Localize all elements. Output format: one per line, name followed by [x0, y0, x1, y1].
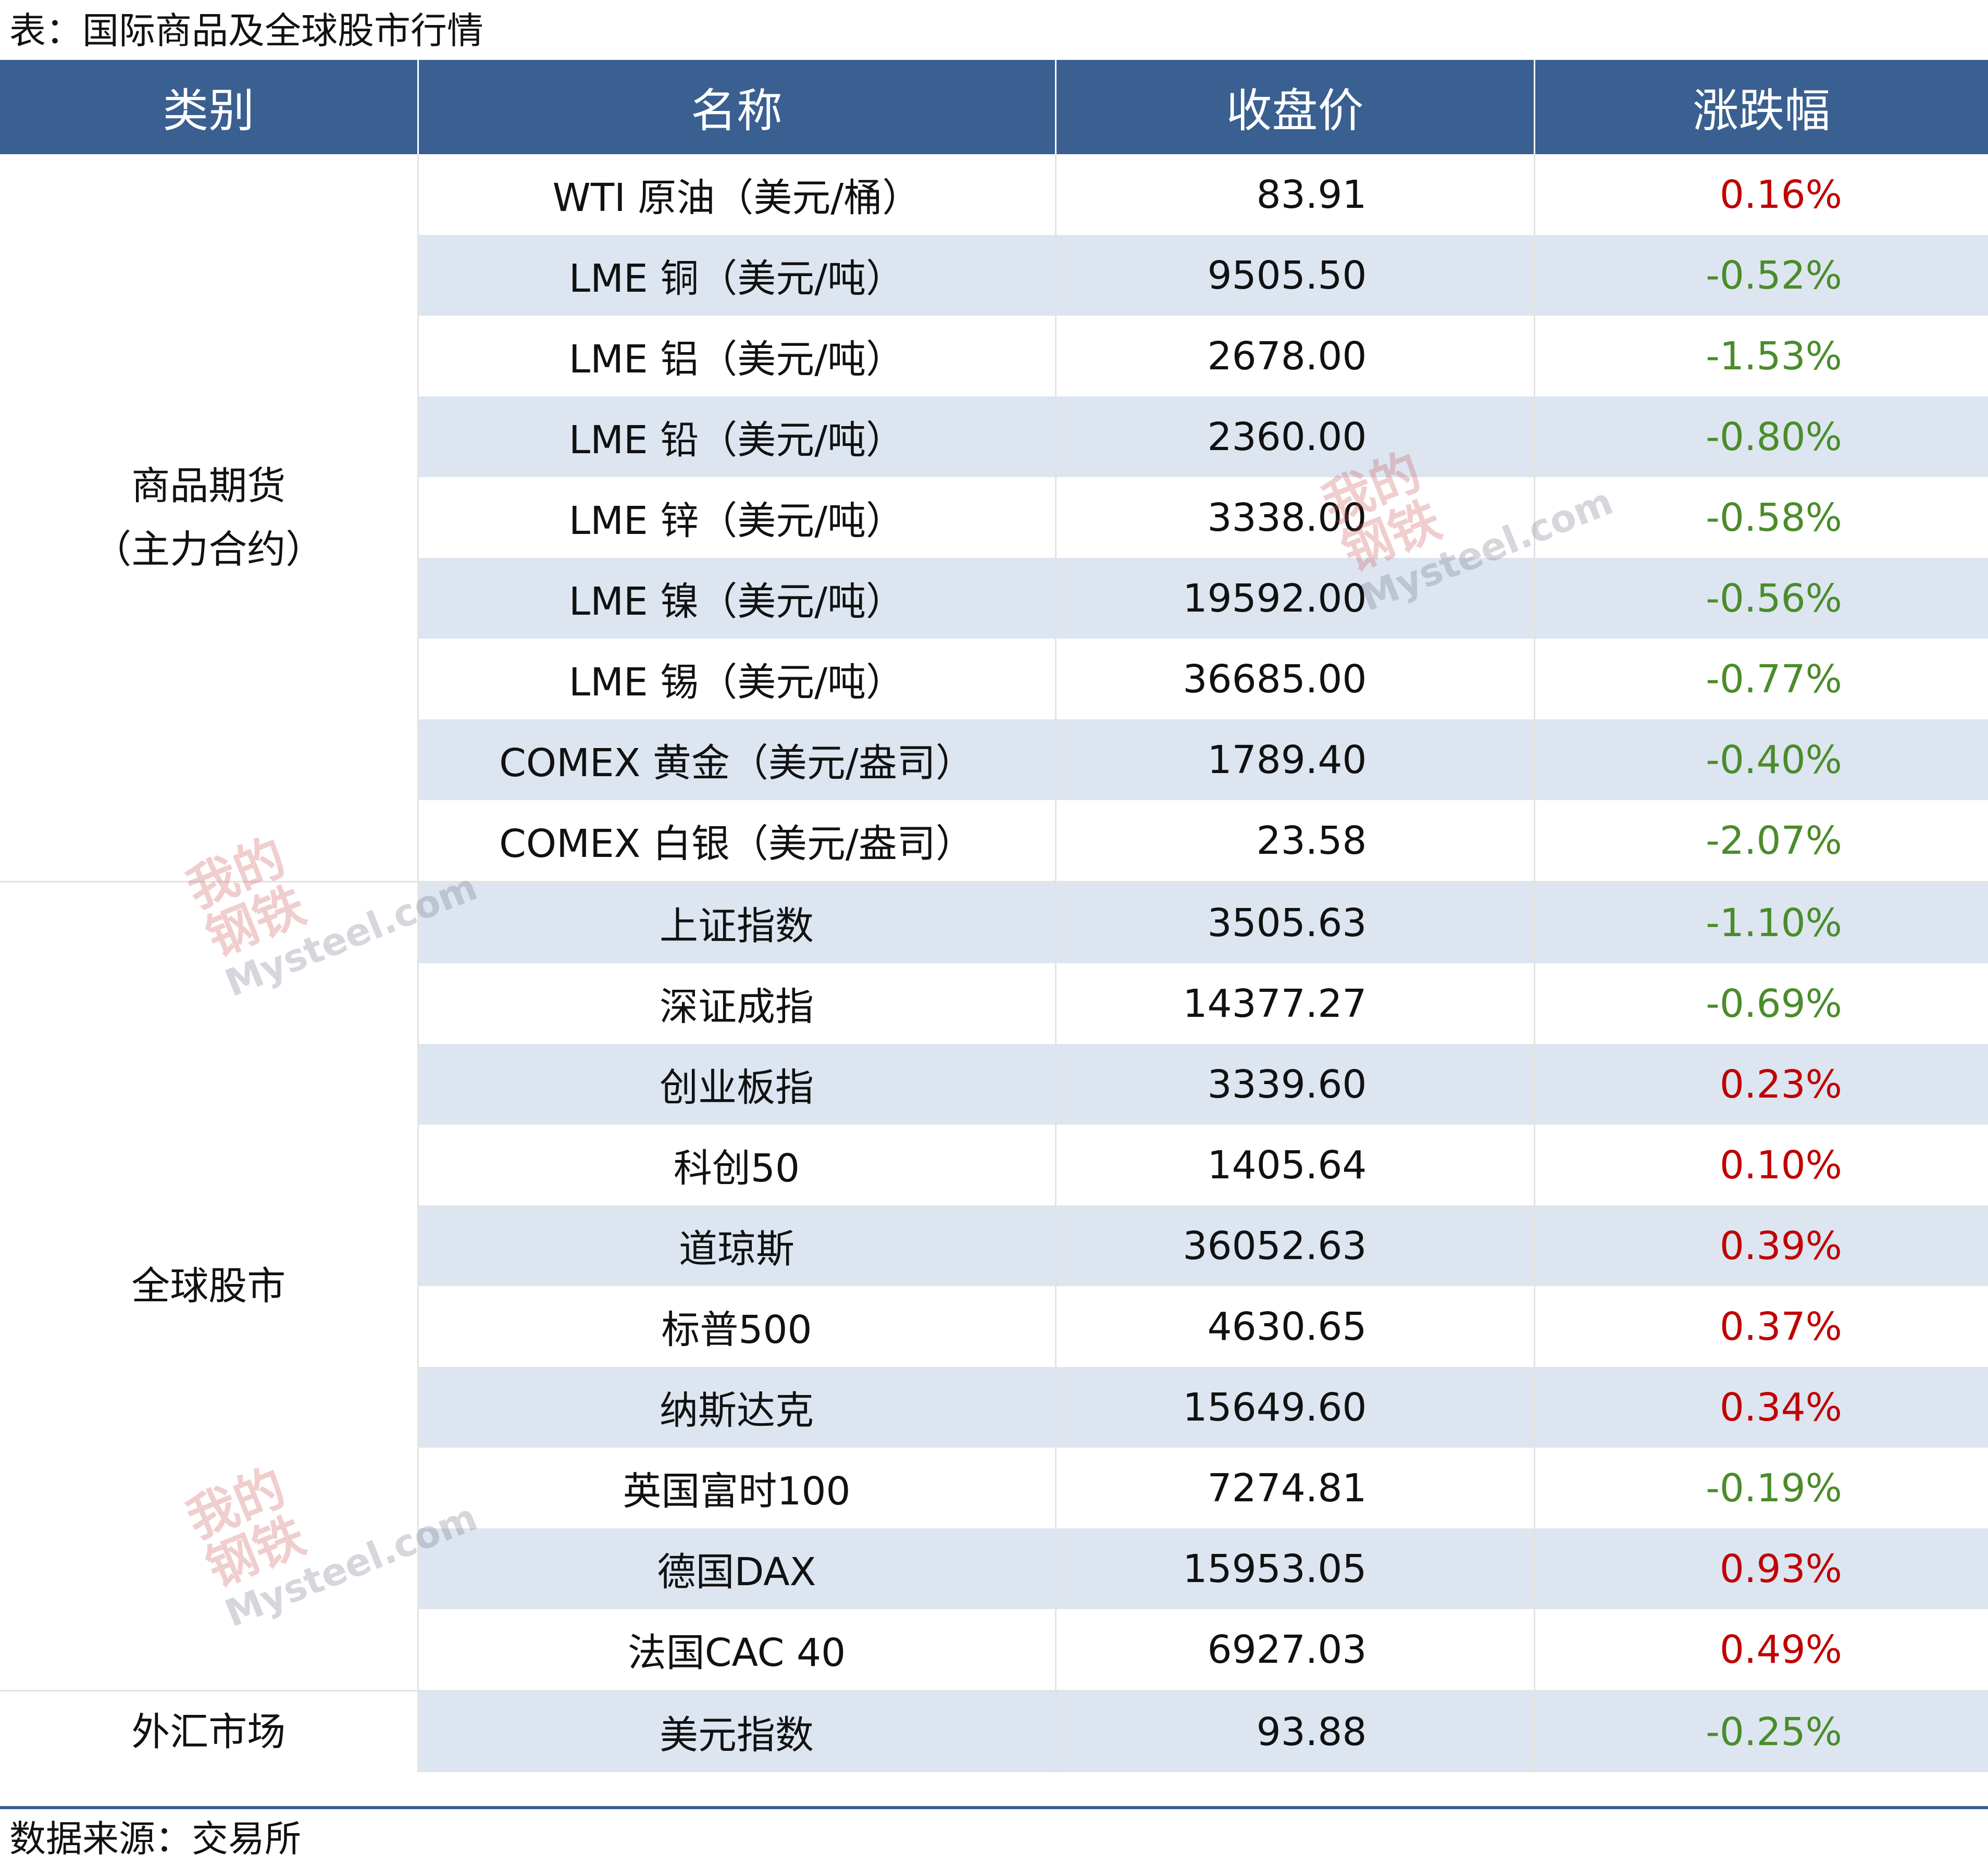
- close-price: 19592.00: [1055, 558, 1535, 639]
- change-percent: -0.80%: [1534, 396, 1988, 477]
- table-row: 英国富时100 7274.81 -0.19%: [0, 1448, 1988, 1528]
- close-price: 36685.00: [1055, 639, 1535, 719]
- table-row: 道琼斯 36052.63 0.39%: [0, 1205, 1988, 1286]
- instrument-name: 深证成指: [418, 963, 1057, 1044]
- header-name: 名称: [418, 60, 1057, 154]
- table-row: 外汇市场 美元指数 93.88 -0.25%: [0, 1690, 1988, 1772]
- change-percent: 0.16%: [1719, 172, 1842, 217]
- table-row: 德国DAX 15953.05 0.93%: [0, 1528, 1988, 1609]
- table-row: LME 锌（美元/吨） 3338.00 -0.58%: [0, 477, 1988, 558]
- instrument-name: 美元指数: [418, 1690, 1057, 1772]
- instrument-name: LME 铝（美元/吨）: [418, 316, 1057, 396]
- table-row: 纳斯达克 15649.60 0.34%: [0, 1367, 1988, 1448]
- table-row: 创业板指 3339.60 0.23%: [0, 1044, 1988, 1125]
- close-price: 23.58: [1055, 800, 1535, 882]
- instrument-name: LME 锌（美元/吨）: [418, 477, 1057, 558]
- instrument-name: 德国DAX: [418, 1528, 1057, 1609]
- change-percent: -2.07%: [1706, 818, 1842, 863]
- close-price: 15953.05: [1055, 1528, 1535, 1609]
- close-price: 1405.64: [1055, 1125, 1535, 1205]
- table-row: COMEX 白银（美元/盎司） 23.58 -2.07%: [0, 800, 1988, 882]
- instrument-name: WTI 原油（美元/桶）: [418, 154, 1057, 235]
- change-percent: 0.37%: [1719, 1304, 1842, 1349]
- instrument-name: 上证指数: [418, 881, 1057, 963]
- table-header-row: 类别 名称 收盘价 涨跌幅: [0, 60, 1988, 154]
- change-percent: 0.93%: [1534, 1528, 1988, 1609]
- close-price: 9505.50: [1055, 235, 1535, 316]
- change-percent: -0.40%: [1534, 719, 1988, 800]
- table-row: LME 铝（美元/吨） 2678.00 -1.53%: [0, 316, 1988, 396]
- instrument-name: LME 锡（美元/吨）: [418, 639, 1057, 719]
- source-note: 数据来源：交易所: [9, 1818, 301, 1860]
- close-price: 2360.00: [1055, 396, 1535, 477]
- instrument-name: 英国富时100: [418, 1448, 1057, 1528]
- change-percent: -0.58%: [1706, 495, 1842, 540]
- change-percent: -1.53%: [1706, 333, 1842, 379]
- instrument-name: 法国CAC 40: [418, 1609, 1057, 1691]
- header-category: 类别: [0, 60, 419, 154]
- header-change: 涨跌幅: [1534, 60, 1988, 154]
- change-percent: 0.10%: [1719, 1142, 1842, 1188]
- change-percent: -0.52%: [1534, 235, 1988, 316]
- change-percent: 0.39%: [1534, 1205, 1988, 1286]
- category-label: 商品期货: [131, 463, 286, 508]
- change-percent: -0.56%: [1534, 558, 1988, 639]
- category-sublabel: （主力合约）: [93, 527, 325, 572]
- table-row: LME 锡（美元/吨） 36685.00 -0.77%: [0, 639, 1988, 719]
- close-price: 83.91: [1055, 154, 1535, 235]
- change-percent: 0.23%: [1534, 1044, 1988, 1125]
- instrument-name: LME 铜（美元/吨）: [418, 235, 1057, 316]
- close-price: 4630.65: [1055, 1286, 1535, 1367]
- table-row: COMEX 黄金（美元/盎司） 1789.40 -0.40%: [0, 719, 1988, 800]
- table-row: 深证成指 14377.27 -0.69%: [0, 963, 1988, 1044]
- close-price: 2678.00: [1055, 316, 1535, 396]
- change-percent: -1.10%: [1534, 881, 1988, 963]
- table-title: 表：国际商品及全球股市行情: [9, 9, 483, 52]
- category-cell: 商品期货 （主力合约）: [0, 154, 419, 882]
- instrument-name: COMEX 黄金（美元/盎司）: [418, 719, 1057, 800]
- table-body: 商品期货 （主力合约） WTI 原油（美元/桶） 83.91 0.16% LME 铜（美元…: [0, 154, 1988, 1772]
- table-row: 商品期货 （主力合约） WTI 原油（美元/桶） 83.91 0.16%: [0, 154, 1988, 882]
- table-row: LME 铜（美元/吨） 9505.50 -0.52%: [0, 235, 1988, 316]
- table-row: 科创50 1405.64 0.10%: [0, 1125, 1988, 1205]
- instrument-name: 创业板指: [418, 1044, 1057, 1125]
- market-table: 类别 名称 收盘价 涨跌幅 商品期货 （主力合约） WTI 原油（美元/桶） 83.9…: [0, 60, 1988, 1772]
- close-price: 3505.63: [1055, 881, 1535, 963]
- instrument-name: 科创50: [418, 1125, 1057, 1205]
- close-price: 14377.27: [1055, 963, 1535, 1044]
- change-percent: -0.77%: [1706, 656, 1842, 702]
- close-price: 93.88: [1055, 1690, 1535, 1772]
- instrument-name: 标普500: [418, 1286, 1057, 1367]
- table-row: 法国CAC 40 6927.03 0.49%: [0, 1609, 1988, 1691]
- close-price: 6927.03: [1055, 1609, 1535, 1691]
- category-cell: 全球股市: [0, 881, 419, 1691]
- category-label: 全球股市: [131, 1264, 286, 1309]
- close-price: 15649.60: [1055, 1367, 1535, 1448]
- table-row: LME 铅（美元/吨） 2360.00 -0.80%: [0, 396, 1988, 477]
- bottom-rule: [0, 1806, 1988, 1809]
- close-price: 3338.00: [1055, 477, 1535, 558]
- change-percent: -0.25%: [1534, 1690, 1988, 1772]
- close-price: 3339.60: [1055, 1044, 1535, 1125]
- instrument-name: LME 镍（美元/吨）: [418, 558, 1057, 639]
- close-price: 1789.40: [1055, 719, 1535, 800]
- close-price: 36052.63: [1055, 1205, 1535, 1286]
- table-row: 标普500 4630.65 0.37%: [0, 1286, 1988, 1367]
- change-percent: 0.49%: [1719, 1627, 1842, 1672]
- category-cell: 外汇市场: [0, 1690, 419, 1772]
- instrument-name: LME 铅（美元/吨）: [418, 396, 1057, 477]
- category-label: 外汇市场: [131, 1709, 286, 1754]
- table-row: LME 镍（美元/吨） 19592.00 -0.56%: [0, 558, 1988, 639]
- instrument-name: COMEX 白银（美元/盎司）: [418, 800, 1057, 882]
- header-close: 收盘价: [1055, 60, 1535, 154]
- instrument-name: 道琼斯: [418, 1205, 1057, 1286]
- change-percent: 0.34%: [1534, 1367, 1988, 1448]
- change-percent: -0.19%: [1706, 1465, 1842, 1511]
- close-price: 7274.81: [1055, 1448, 1535, 1528]
- change-percent: -0.69%: [1706, 981, 1842, 1026]
- instrument-name: 纳斯达克: [418, 1367, 1057, 1448]
- table-row: 全球股市 上证指数 3505.63 -1.10%: [0, 881, 1988, 1691]
